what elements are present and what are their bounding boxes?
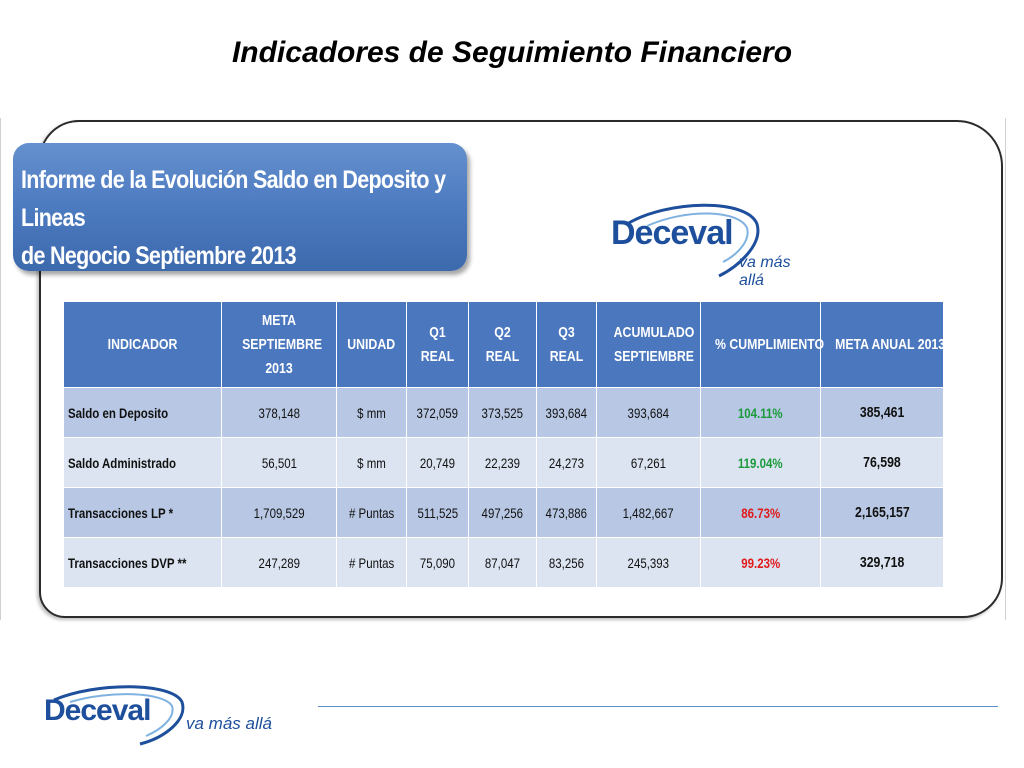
cell-q2: 373,525 — [468, 387, 537, 438]
header-q1-real: Q1 REAL — [406, 301, 469, 388]
cell-acumulado: 1,482,667 — [596, 487, 701, 538]
cell-cumplimiento: 99.23% — [700, 537, 821, 588]
slide-title: Indicadores de Seguimiento Financiero — [231, 36, 793, 69]
header-q2-real: Q2 REAL — [468, 301, 537, 388]
cell-q3: 24,273 — [536, 437, 597, 488]
cell-q2: 22,239 — [468, 437, 537, 488]
logo-wordmark: Deceval — [611, 214, 734, 252]
cell-unidad: $ mm — [336, 387, 407, 438]
header-meta-septiembre: META SEPTIEMBRE 2013 — [221, 301, 337, 388]
report-title-line-1: Informe de la Evolución Saldo en Deposit… — [21, 166, 446, 232]
cell-indicador: Transacciones LP * — [63, 487, 222, 538]
table-header-row: INDICADOR META SEPTIEMBRE 2013 UNIDAD Q1… — [63, 301, 945, 388]
table-row: Saldo en Deposito 378,148 $ mm 372,059 3… — [63, 387, 944, 438]
table-row: Saldo Administrado 56,501 $ mm 20,749 22… — [63, 437, 944, 488]
table-row: Transacciones LP * 1,709,529 # Puntas 51… — [63, 487, 944, 538]
cell-meta: 56,501 — [221, 437, 337, 488]
report-title-banner: Informe de la Evolución Saldo en Deposit… — [13, 143, 467, 271]
cell-meta: 378,148 — [221, 387, 337, 438]
cell-indicador: Transacciones DVP ** — [63, 537, 222, 588]
header-cumplimiento: % CUMPLIMIENTO — [700, 301, 824, 388]
report-title-line-2: de Negocio Septiembre 2013 — [21, 242, 297, 270]
header-indicador: INDICADOR — [63, 301, 222, 388]
cell-acumulado: 393,684 — [596, 387, 701, 438]
cell-meta: 1,709,529 — [221, 487, 337, 538]
logo-wordmark: Deceval — [44, 694, 151, 727]
cell-indicador: Saldo Administrado — [63, 437, 222, 488]
cell-cumplimiento: 119.04% — [700, 437, 821, 488]
cell-unidad: # Puntas — [336, 487, 407, 538]
indicators-table-wrapper: INDICADOR META SEPTIEMBRE 2013 UNIDAD Q1… — [63, 301, 945, 588]
cell-meta-anual: 2,165,157 — [820, 487, 944, 538]
report-image-panel: Informe de la Evolución Saldo en Deposit… — [0, 118, 1006, 620]
cell-cumplimiento: 86.73% — [700, 487, 821, 538]
cell-cumplimiento: 104.11% — [700, 387, 821, 438]
header-q3-real: Q3 REAL — [536, 301, 597, 388]
logo-tagline: va más allá — [186, 714, 272, 733]
cell-q2: 87,047 — [468, 537, 537, 588]
header-meta-anual: META ANUAL 2013 — [820, 301, 945, 388]
deceval-logo-top: Deceval va más allá — [607, 196, 817, 289]
cell-q3: 473,886 — [536, 487, 597, 538]
cell-meta: 247,289 — [221, 537, 337, 588]
cell-meta-anual: 329,718 — [820, 537, 944, 588]
header-acumulado: ACUMULADO SEPTIEMBRE — [596, 301, 701, 388]
logo-swoosh-icon — [53, 685, 185, 746]
logo-swoosh-icon — [626, 203, 760, 278]
logo-tagline: va más allá — [739, 254, 791, 289]
cell-acumulado: 245,393 — [596, 537, 701, 588]
cell-q1: 75,090 — [406, 537, 469, 588]
header-unidad: UNIDAD — [336, 301, 407, 388]
cell-q1: 372,059 — [406, 387, 469, 438]
cell-q3: 83,256 — [536, 537, 597, 588]
table-row: Transacciones DVP ** 247,289 # Puntas 75… — [63, 537, 944, 588]
cell-unidad: # Puntas — [336, 537, 407, 588]
cell-meta-anual: 76,598 — [820, 437, 944, 488]
cell-acumulado: 67,261 — [596, 437, 701, 488]
cell-meta-anual: 385,461 — [820, 387, 944, 438]
cell-q2: 497,256 — [468, 487, 537, 538]
cell-q1: 20,749 — [406, 437, 469, 488]
cell-q3: 393,684 — [536, 387, 597, 438]
indicators-table: INDICADOR META SEPTIEMBRE 2013 UNIDAD Q1… — [63, 301, 945, 588]
deceval-logo-footer: Deceval va más allá — [40, 682, 280, 752]
footer-divider — [318, 706, 998, 707]
cell-unidad: $ mm — [336, 437, 407, 488]
cell-q1: 511,525 — [406, 487, 469, 538]
cell-indicador: Saldo en Deposito — [63, 387, 222, 438]
report-title: Informe de la Evolución Saldo en Deposit… — [21, 161, 468, 275]
